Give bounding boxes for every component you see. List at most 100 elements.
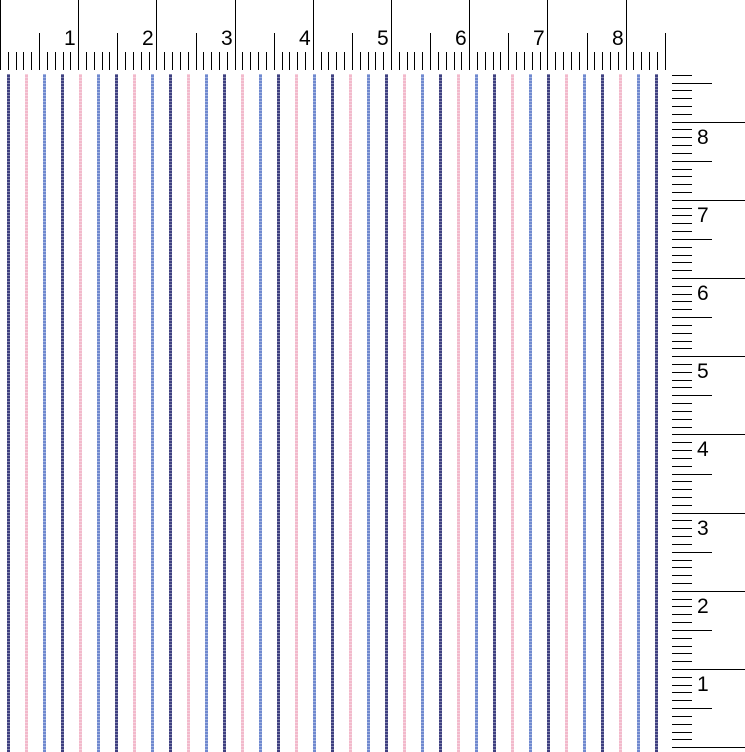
ruler-tick <box>39 33 40 70</box>
ruler-tick <box>461 52 462 70</box>
ruler-tick <box>672 450 692 451</box>
ruler-tick <box>516 52 517 70</box>
ruler-tick <box>626 0 627 70</box>
ruler-tick <box>0 0 1 70</box>
ruler-tick <box>672 255 692 256</box>
ruler-tick <box>172 52 173 70</box>
ruler-label: 8 <box>697 126 709 149</box>
ruler-tick <box>672 270 692 271</box>
ruler-tick <box>672 145 692 146</box>
ruler-tick <box>672 90 692 91</box>
ruler-label: 5 <box>697 360 709 383</box>
stripe <box>331 74 334 752</box>
ruler-tick <box>368 52 369 70</box>
ruler-tick <box>328 52 329 70</box>
ruler-tick <box>672 75 692 76</box>
ruler-tick <box>352 33 353 70</box>
ruler-tick <box>156 0 157 70</box>
ruler-tick <box>618 52 619 70</box>
stripe <box>565 74 568 752</box>
ruler-tick <box>649 52 650 70</box>
ruler-tick <box>672 208 692 209</box>
ruler-tick <box>672 309 692 310</box>
ruler-tick <box>446 52 447 70</box>
ruler-label: 3 <box>697 517 709 540</box>
ruler-label: 2 <box>142 27 154 50</box>
ruler-tick <box>86 52 87 70</box>
ruler-tick <box>305 52 306 70</box>
ruler-tick <box>672 83 712 84</box>
stripe <box>385 74 388 752</box>
ruler-tick <box>571 52 572 70</box>
ruler-tick <box>672 348 692 349</box>
ruler-tick <box>109 52 110 70</box>
ruler-tick <box>672 708 712 709</box>
ruler-tick <box>117 33 118 70</box>
stripe <box>511 74 514 752</box>
ruler-label: 2 <box>697 595 709 618</box>
ruler-tick <box>672 591 745 592</box>
ruler-tick <box>211 52 212 70</box>
ruler-tick <box>672 247 692 248</box>
stripe <box>313 74 316 752</box>
stripe <box>295 74 298 752</box>
ruler-tick <box>672 606 692 607</box>
ruler-tick <box>313 0 314 70</box>
ruler-tick <box>672 692 692 693</box>
ruler-tick <box>414 52 415 70</box>
ruler-tick <box>672 239 712 240</box>
ruler-tick <box>665 33 666 70</box>
ruler-tick <box>672 325 692 326</box>
ruler-label: 1 <box>697 673 709 696</box>
ruler-tick <box>672 458 692 459</box>
ruler-tick <box>672 380 692 381</box>
stripe <box>637 74 640 752</box>
ruler-tick <box>672 114 692 115</box>
ruler-tick <box>672 599 692 600</box>
ruler-tick <box>672 724 692 725</box>
ruler-tick <box>641 52 642 70</box>
ruler-tick <box>672 184 692 185</box>
ruler-tick <box>242 52 243 70</box>
ruler-tick <box>141 52 142 70</box>
stripe <box>79 74 82 752</box>
ruler-tick <box>672 169 692 170</box>
ruler-tick <box>672 700 692 701</box>
stripe <box>187 74 190 752</box>
stripe <box>349 74 352 752</box>
ruler-tick <box>672 646 692 647</box>
stripe <box>547 74 550 752</box>
ruler-tick <box>500 52 501 70</box>
ruler-tick <box>47 52 48 70</box>
ruler-tick <box>672 536 692 537</box>
ruler-tick <box>672 231 692 232</box>
ruler-tick <box>672 364 692 365</box>
ruler-tick <box>672 669 745 670</box>
ruler-tick <box>203 52 204 70</box>
ruler-tick <box>672 341 692 342</box>
stripe <box>655 74 658 752</box>
ruler-tick <box>282 52 283 70</box>
ruler-tick <box>672 638 692 639</box>
ruler-tick <box>610 52 611 70</box>
ruler-tick <box>219 52 220 70</box>
ruler-tick <box>672 122 745 123</box>
ruler-tick <box>31 52 32 70</box>
ruler-tick <box>672 411 692 412</box>
ruler-tick <box>672 481 692 482</box>
ruler-tick <box>563 52 564 70</box>
ruler-tick <box>383 52 384 70</box>
stripe <box>619 74 622 752</box>
ruler-tick <box>672 215 692 216</box>
ruler-tick <box>125 52 126 70</box>
ruler-tick <box>672 575 692 576</box>
stripe <box>205 74 208 752</box>
ruler-tick <box>672 294 692 295</box>
ruler-label: 8 <box>612 27 624 50</box>
ruler-tick <box>430 33 431 70</box>
ruler-tick <box>672 387 692 388</box>
ruler-tick <box>672 661 692 662</box>
stripe <box>169 74 172 752</box>
ruler-tick <box>250 52 251 70</box>
ruler-tick <box>485 52 486 70</box>
